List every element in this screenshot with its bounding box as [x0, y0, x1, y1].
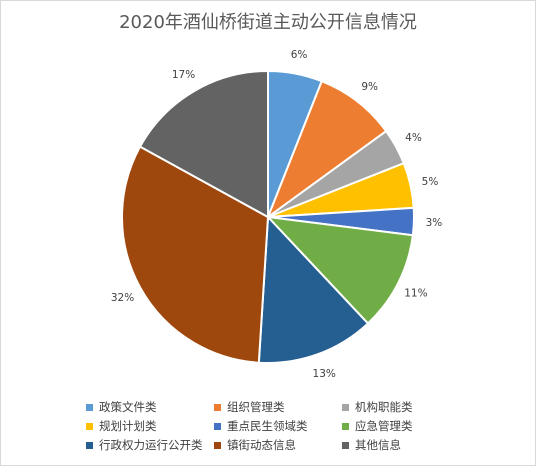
pie-slice — [257, 214, 370, 364]
legend: 政策文件类 组织管理类 机构职能类规划计划类 重点民生领域类 应急管理类行政权力运行公开… — [86, 399, 526, 453]
data-label: 3% — [426, 217, 443, 229]
legend-swatch — [342, 403, 349, 411]
legend-swatch — [342, 441, 349, 449]
legend-swatch — [214, 403, 221, 411]
data-label: 9% — [361, 81, 378, 93]
pie-slice — [265, 79, 388, 220]
legend-item: 重点民生领域类 — [214, 418, 336, 434]
pie-labels: 6% 9% 4% 5% 3% 11% 13% 32% 17% — [111, 49, 442, 380]
pie-slice — [138, 69, 269, 219]
legend-swatch — [86, 422, 93, 430]
pie-slice — [121, 145, 270, 364]
legend-item: 规划计划类 — [86, 418, 208, 434]
data-label: 13% — [313, 368, 336, 380]
legend-item: 镇街动态信息 — [214, 437, 336, 453]
data-label: 32% — [111, 292, 134, 304]
legend-item: 机构职能类 — [342, 399, 464, 415]
legend-swatch — [86, 403, 93, 411]
legend-label: 机构职能类 — [355, 400, 413, 414]
legend-label: 行政权力运行公开类 — [99, 438, 203, 452]
pie-slices — [121, 69, 415, 364]
data-label: 5% — [422, 176, 439, 188]
legend-label: 其他信息 — [355, 438, 401, 452]
data-label: 11% — [404, 287, 427, 299]
legend-item: 其他信息 — [342, 437, 464, 453]
legend-item: 政策文件类 — [86, 399, 208, 415]
legend-item: 组织管理类 — [214, 399, 336, 415]
legend-swatch — [86, 441, 93, 449]
legend-label: 镇街动态信息 — [227, 438, 296, 452]
legend-swatch — [214, 441, 221, 449]
legend-swatch — [214, 422, 221, 430]
data-label: 6% — [291, 49, 308, 61]
legend-label: 重点民生领域类 — [227, 419, 308, 433]
legend-item: 行政权力运行公开类 — [86, 437, 208, 453]
legend-label: 规划计划类 — [99, 419, 157, 433]
legend-item: 应急管理类 — [342, 418, 464, 434]
legend-swatch — [342, 422, 349, 430]
legend-label: 组织管理类 — [227, 400, 285, 414]
pie-slice — [265, 215, 414, 325]
legend-label: 应急管理类 — [355, 419, 413, 433]
data-label: 17% — [172, 69, 195, 81]
data-label: 4% — [405, 132, 422, 144]
legend-label: 政策文件类 — [99, 400, 157, 414]
chart-title: 2020年酒仙桥街道主动公开信息情况 — [119, 12, 417, 33]
